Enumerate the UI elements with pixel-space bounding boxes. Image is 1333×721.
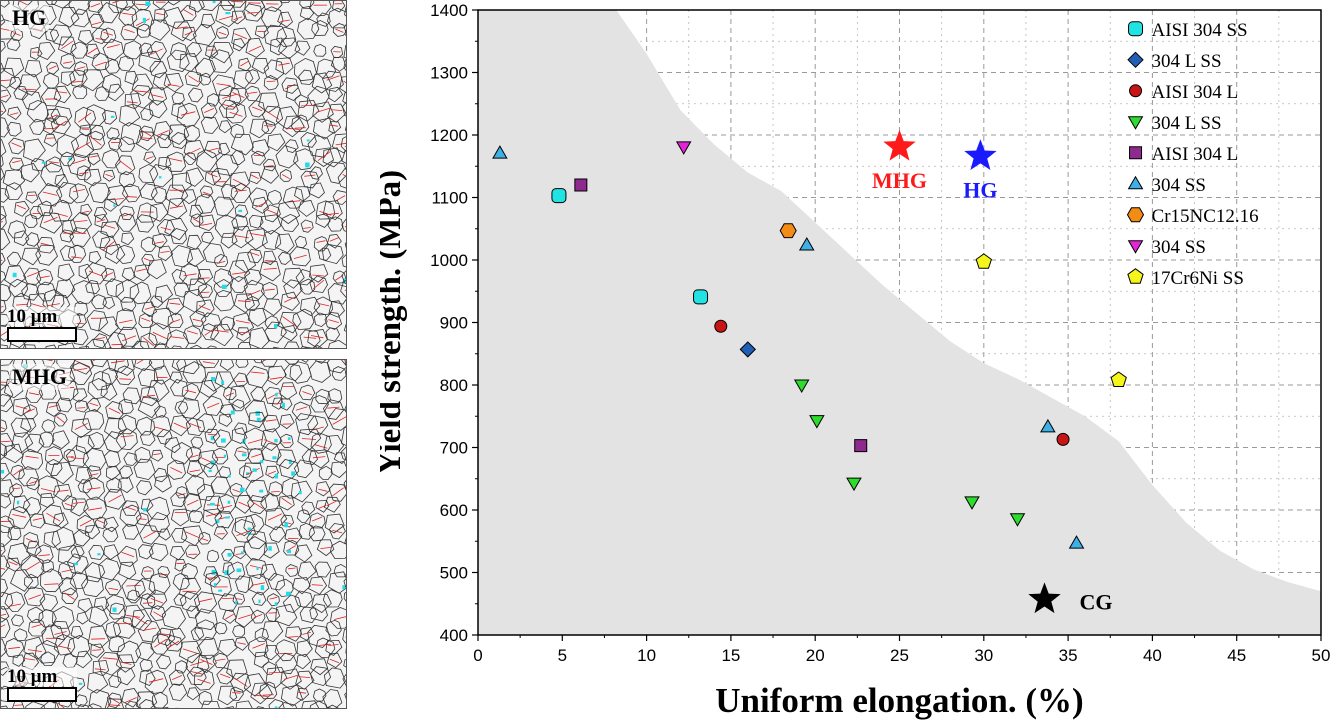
- data-point: [739, 341, 757, 358]
- micrograph-mhg-label: MHG: [9, 364, 70, 390]
- micrograph-mhg: MHG 10 μm: [0, 359, 347, 709]
- legend-marker: [1127, 51, 1144, 69]
- micrograph-hg-scale-bar: [7, 327, 77, 342]
- data-point: [854, 439, 868, 453]
- y-tick-label: 1100: [431, 189, 468, 208]
- micrograph-hg-scalebar: 10 μm: [7, 307, 77, 342]
- x-tick-label: 0: [473, 646, 482, 665]
- y-axis-title: Yield strength. (MPa): [380, 170, 408, 475]
- shaded-region: [478, 10, 1321, 635]
- legend-label: 304 SS: [1152, 237, 1206, 258]
- annotation-star: [964, 139, 997, 170]
- micrograph-hg-scale-text: 10 μm: [7, 307, 77, 326]
- legend-label: 304 SS: [1152, 175, 1206, 196]
- legend-label: AISI 304 L: [1152, 144, 1239, 165]
- data-point: [798, 237, 815, 251]
- data-point: [975, 253, 992, 269]
- data-point: [714, 319, 728, 333]
- micrograph-hg: HG 10 μm: [0, 0, 347, 349]
- y-tick-label: 1400: [430, 1, 468, 20]
- micrograph-mhg-scalebar: 10 μm: [7, 667, 77, 702]
- y-tick-label: 900: [440, 314, 468, 333]
- legend-label: 304 L SS: [1152, 51, 1222, 72]
- annotation-label: HG: [963, 177, 997, 202]
- micrograph-hg-image: [1, 1, 346, 348]
- legend-marker: [1127, 240, 1144, 254]
- annotation-label: MHG: [872, 168, 927, 193]
- data-point: [779, 223, 797, 239]
- data-point: [809, 415, 825, 429]
- data-point: [1068, 535, 1085, 549]
- annotation-label: CG: [1079, 589, 1112, 614]
- legend-marker: [1127, 116, 1144, 130]
- y-tick-label: 1200: [430, 126, 468, 145]
- legend-label: AISI 304 SS: [1152, 20, 1248, 41]
- data-point: [1040, 418, 1056, 433]
- data-point: [551, 188, 567, 204]
- y-tick-label: 1300: [430, 64, 468, 83]
- legend-marker: [1128, 21, 1144, 37]
- data-point: [793, 379, 810, 394]
- legend-label: Cr15NC12.16: [1152, 206, 1259, 227]
- legend-label: AISI 304 L: [1152, 82, 1239, 103]
- x-axis-title: Uniform elongation. (%): [715, 681, 1083, 720]
- annotation-star: [1028, 582, 1061, 614]
- data-point: [964, 496, 980, 510]
- y-tick-label: 600: [440, 501, 468, 520]
- legend-marker: [1126, 207, 1145, 223]
- scatter-chart: 0 5 10 15 20 25 30 35 40 45 50 400 500 600 700 800 900 10…: [380, 1, 1331, 720]
- legend-marker: [1129, 84, 1143, 98]
- data-point: [492, 145, 508, 159]
- x-tick-label: 30: [974, 646, 993, 665]
- micrograph-mhg-scale-bar: [7, 687, 77, 702]
- x-tick-label: 20: [806, 646, 825, 665]
- y-tick-label: 400: [440, 626, 468, 645]
- micrograph-hg-label: HG: [9, 5, 50, 31]
- x-tick-label: 25: [890, 646, 909, 665]
- x-tick-label: 10: [637, 646, 656, 665]
- data-point: [1110, 371, 1127, 387]
- legend-marker: [1127, 268, 1144, 284]
- legend-marker: [1129, 146, 1143, 160]
- legend-label: 304 L SS: [1152, 113, 1222, 134]
- x-tick-label: 5: [558, 646, 567, 665]
- legend-label: 17Cr6Ni SS: [1152, 268, 1244, 289]
- data-point: [846, 477, 862, 492]
- micrograph-mhg-scale-text: 10 μm: [7, 667, 77, 686]
- y-tick-label: 500: [440, 564, 468, 583]
- y-tick-label: 800: [440, 376, 468, 395]
- data-point: [574, 178, 588, 192]
- data-point: [693, 289, 709, 305]
- x-tick-label: 45: [1227, 646, 1246, 665]
- data-point: [675, 141, 692, 155]
- x-tick-label: 50: [1312, 646, 1331, 665]
- x-tick-label: 35: [1059, 646, 1078, 665]
- x-tick-label: 15: [721, 646, 740, 665]
- data-point: [1056, 432, 1070, 446]
- y-tick-label: 1000: [430, 251, 468, 270]
- x-tick-label: 40: [1143, 646, 1162, 665]
- micrograph-mhg-image: [1, 360, 346, 708]
- legend-marker: [1127, 175, 1144, 190]
- annotation-star: [883, 129, 916, 161]
- y-tick-label: 700: [440, 439, 468, 458]
- data-point: [1009, 513, 1026, 527]
